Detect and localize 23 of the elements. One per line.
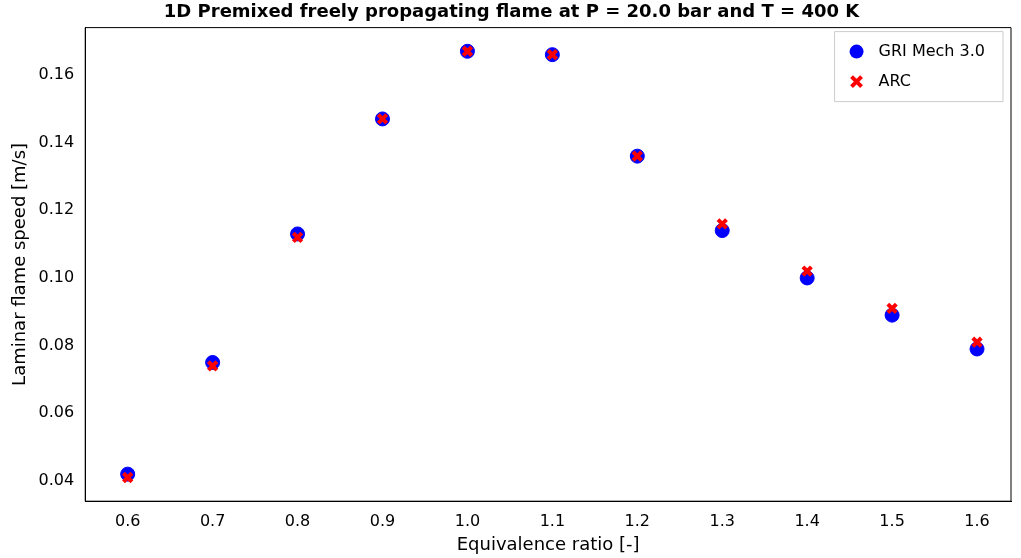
y-tick-label: 0.08 bbox=[38, 334, 75, 354]
x-tick-label: 1.2 bbox=[624, 510, 651, 530]
y-tick-label: 0.10 bbox=[38, 267, 75, 287]
y-tick-label: 0.16 bbox=[38, 64, 75, 84]
x-tick-label: 1.0 bbox=[454, 510, 481, 530]
y-tick-label: 0.14 bbox=[38, 131, 75, 151]
legend-label: ARC bbox=[878, 70, 911, 90]
x-tick-label: 1.4 bbox=[794, 510, 820, 530]
x-tick-label: 1.3 bbox=[709, 510, 735, 530]
x-axis-title: Equivalence ratio [-] bbox=[456, 532, 640, 554]
x-tick-label: 0.8 bbox=[284, 510, 311, 530]
y-tick-label: 0.04 bbox=[38, 470, 75, 490]
chart-title: 1D Premixed freely propagating flame at P = 20.0 bar and T = 400 K bbox=[163, 0, 861, 22]
x-tick-label: 0.6 bbox=[114, 510, 141, 530]
x-tick-label: 1.6 bbox=[964, 510, 990, 530]
y-axis-title: Laminar flame speed [m/s] bbox=[8, 142, 30, 386]
legend-label: GRI Mech 3.0 bbox=[878, 40, 985, 60]
y-tick-label: 0.06 bbox=[38, 402, 75, 422]
y-tick-label: 0.12 bbox=[38, 199, 75, 219]
x-tick-label: 0.9 bbox=[369, 510, 396, 530]
x-tick-label: 1.1 bbox=[539, 510, 566, 530]
x-tick-label: 1.5 bbox=[879, 510, 905, 530]
x-tick-label: 0.7 bbox=[199, 510, 226, 530]
